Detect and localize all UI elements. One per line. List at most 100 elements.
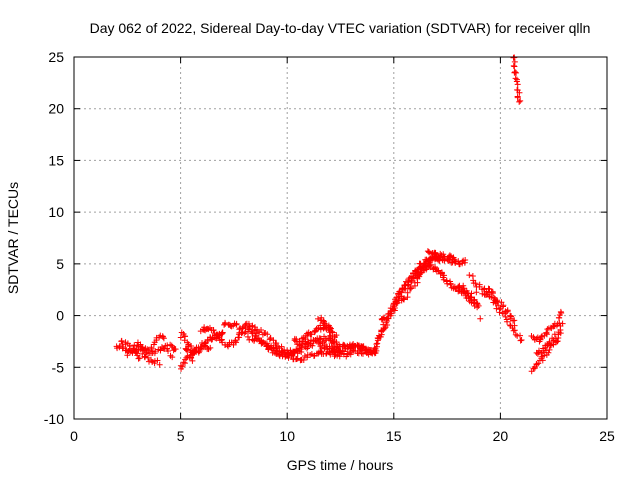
data-point [477, 315, 484, 322]
data-point [153, 334, 160, 341]
data-point [535, 360, 542, 367]
data-point [504, 307, 511, 314]
data-point [177, 362, 184, 369]
data-point [118, 337, 125, 344]
data-point [300, 357, 307, 364]
data-point [463, 287, 470, 294]
data-point [473, 289, 480, 296]
data-series [528, 308, 565, 345]
data-point [375, 332, 382, 339]
data-point [137, 341, 144, 348]
data-point [317, 336, 324, 343]
data-point [188, 349, 195, 356]
x-tick-label: 5 [177, 428, 185, 444]
data-point [391, 304, 398, 311]
data-point [258, 326, 265, 333]
data-point [489, 290, 496, 297]
data-point [317, 348, 324, 355]
data-point [187, 348, 194, 355]
data-point [514, 93, 521, 100]
data-point [512, 75, 519, 82]
data-point [179, 363, 186, 370]
data-point [309, 342, 316, 349]
data-point [188, 354, 195, 361]
data-point [233, 321, 240, 328]
data-layer [113, 54, 566, 375]
data-point [184, 347, 191, 354]
data-point [279, 349, 286, 356]
data-point [474, 301, 481, 308]
y-tick-label: 15 [48, 152, 64, 168]
data-point [134, 342, 141, 349]
data-point [246, 323, 253, 330]
data-point [159, 333, 166, 340]
data-point [241, 330, 248, 337]
data-point [365, 351, 372, 358]
data-point [320, 319, 327, 326]
data-point [545, 349, 552, 356]
data-point [145, 347, 152, 354]
data-point [232, 337, 239, 344]
data-point [304, 343, 311, 350]
data-point [408, 284, 415, 291]
data-point [551, 331, 558, 338]
data-point [511, 63, 518, 70]
data-point [333, 346, 340, 353]
data-point [357, 346, 364, 353]
data-point [401, 295, 408, 302]
data-point [511, 68, 518, 75]
data-point [485, 285, 492, 292]
data-point [514, 81, 521, 88]
x-tick-label: 0 [70, 428, 78, 444]
data-series [466, 272, 480, 296]
data-point [460, 282, 467, 289]
data-point [169, 354, 176, 361]
data-point [219, 339, 226, 346]
y-tick-label: -10 [44, 411, 64, 427]
data-point [513, 78, 520, 85]
data-point [556, 314, 563, 321]
data-point [511, 322, 518, 329]
data-point [491, 294, 498, 301]
x-tick-label: 15 [386, 428, 402, 444]
data-series [455, 282, 481, 308]
data-point [264, 331, 271, 338]
data-point [249, 323, 256, 330]
data-point [418, 269, 425, 276]
data-series [118, 332, 176, 362]
data-point [452, 258, 459, 265]
data-series [412, 261, 482, 311]
data-point [415, 271, 422, 278]
data-point [336, 341, 343, 348]
data-point [404, 289, 411, 296]
data-point [219, 329, 226, 336]
data-point [516, 98, 523, 105]
x-tick-label: 10 [279, 428, 295, 444]
data-point [331, 338, 338, 345]
data-point [160, 335, 167, 342]
data-point [517, 97, 524, 104]
data-point [323, 343, 330, 350]
data-point [556, 320, 563, 327]
data-point [462, 256, 469, 263]
data-series [244, 333, 372, 364]
data-point [414, 267, 421, 274]
data-point [260, 339, 267, 346]
data-point [148, 344, 155, 351]
data-point [281, 348, 288, 355]
data-point [373, 341, 380, 348]
data-point [447, 280, 454, 287]
data-point [270, 344, 277, 351]
data-point [512, 331, 519, 338]
data-point [314, 315, 321, 322]
data-point [517, 332, 524, 339]
grid-layer [74, 57, 607, 419]
data-point [236, 326, 243, 333]
data-point [316, 340, 323, 347]
data-point [210, 327, 217, 334]
data-point [230, 341, 237, 348]
data-point [398, 289, 405, 296]
y-tick-label: 10 [48, 204, 64, 220]
data-point [387, 310, 394, 317]
data-point [152, 348, 159, 355]
